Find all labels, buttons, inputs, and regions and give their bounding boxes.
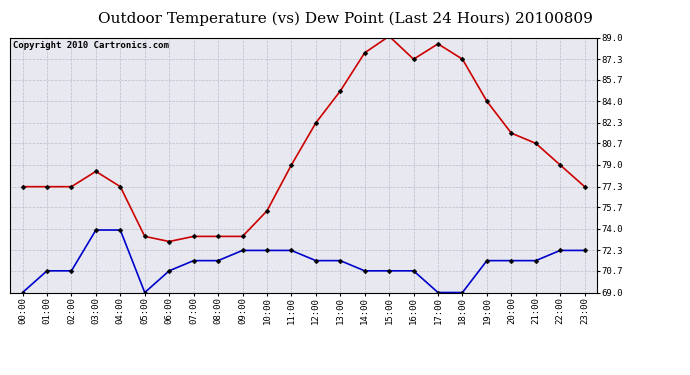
- Text: Copyright 2010 Cartronics.com: Copyright 2010 Cartronics.com: [13, 41, 169, 50]
- Text: Outdoor Temperature (vs) Dew Point (Last 24 Hours) 20100809: Outdoor Temperature (vs) Dew Point (Last…: [97, 11, 593, 26]
